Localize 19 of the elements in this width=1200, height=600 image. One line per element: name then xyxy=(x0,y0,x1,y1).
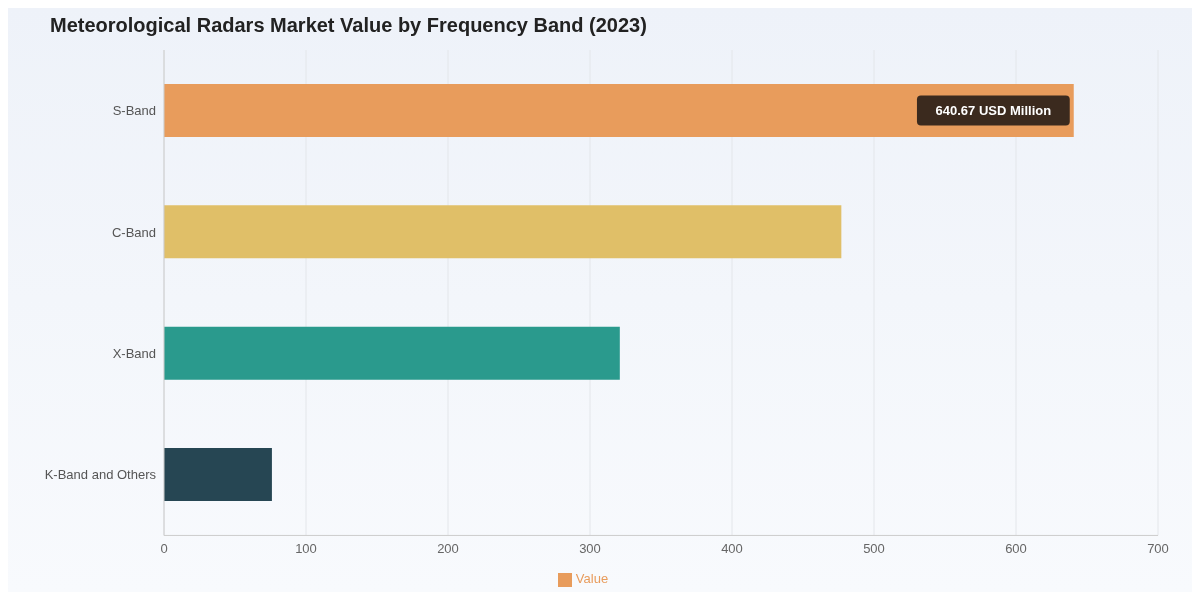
x-tick-label: 300 xyxy=(579,540,601,556)
x-tick-label: 100 xyxy=(295,540,317,556)
legend-label: Value xyxy=(575,571,609,587)
bar xyxy=(164,83,1074,137)
x-tick-label: 200 xyxy=(437,540,459,556)
y-tick-label: C-Band xyxy=(111,224,156,240)
x-tick-label: 0 xyxy=(160,540,168,556)
x-tick-label: 600 xyxy=(1005,540,1027,556)
bar xyxy=(164,448,272,502)
bar xyxy=(164,205,842,259)
chart-title: Meteorological Radars Market Value by Frequency Band (2023) xyxy=(49,13,648,38)
x-tick-label: 500 xyxy=(863,540,885,556)
y-tick-label: K-Band and Others xyxy=(44,467,157,483)
y-tick-label: X-Band xyxy=(112,346,156,362)
x-tick-label: 400 xyxy=(721,540,743,556)
data-label: 640.67 USD Million xyxy=(935,103,1052,119)
x-tick-label: 700 xyxy=(1147,540,1169,556)
y-tick-label: S-Band xyxy=(112,103,156,119)
bar xyxy=(164,326,620,380)
